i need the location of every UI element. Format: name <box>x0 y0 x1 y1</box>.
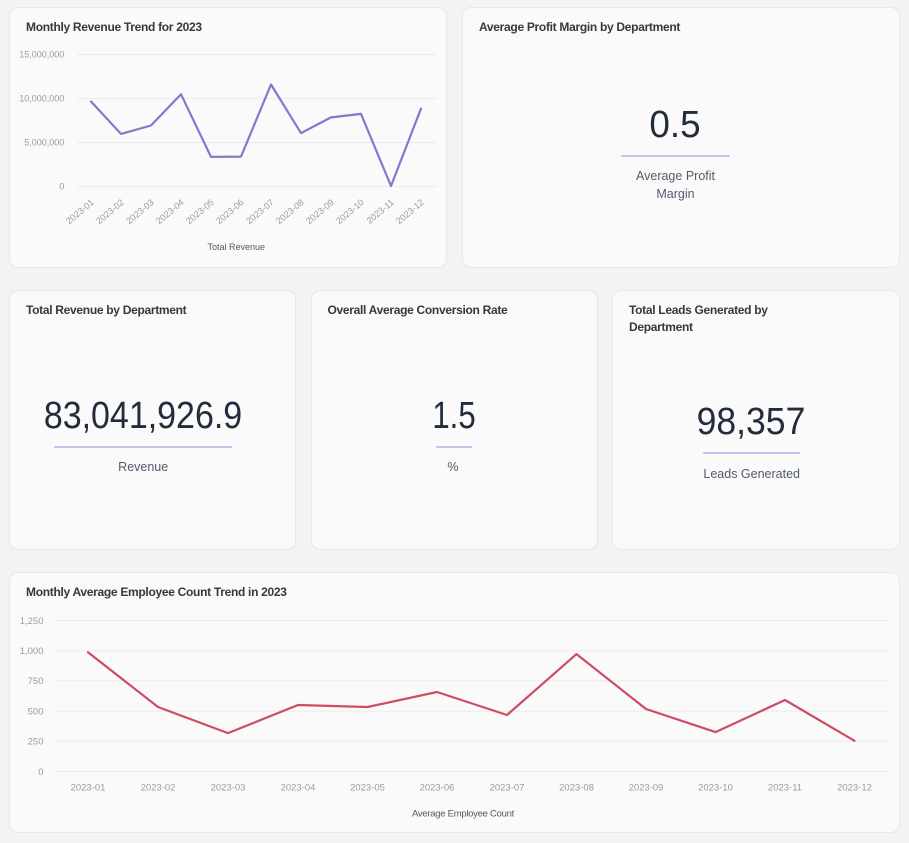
svg-text:Total Revenue: Total Revenue <box>208 242 266 252</box>
svg-text:2023-06: 2023-06 <box>214 197 246 226</box>
svg-text:5,000,000: 5,000,000 <box>24 138 64 148</box>
svg-text:2023-08: 2023-08 <box>559 783 594 794</box>
svg-text:1,000: 1,000 <box>20 646 44 657</box>
svg-text:15,000,000: 15,000,000 <box>19 50 64 60</box>
svg-text:2023-01: 2023-01 <box>64 197 96 226</box>
svg-text:500: 500 <box>28 706 44 717</box>
svg-text:Average Employee Count: Average Employee Count <box>412 809 515 820</box>
svg-text:2023-09: 2023-09 <box>629 783 664 794</box>
svg-text:2023-05: 2023-05 <box>184 197 216 226</box>
svg-text:2023-02: 2023-02 <box>94 197 126 226</box>
svg-text:2023-03: 2023-03 <box>211 783 246 794</box>
svg-text:2023-06: 2023-06 <box>420 783 455 794</box>
svg-text:2023-11: 2023-11 <box>365 197 396 225</box>
svg-text:2023-12: 2023-12 <box>394 197 426 226</box>
svg-text:2023-01: 2023-01 <box>71 783 106 794</box>
svg-text:2023-09: 2023-09 <box>304 197 336 226</box>
svg-text:2023-07: 2023-07 <box>490 783 525 794</box>
svg-text:2023-08: 2023-08 <box>274 197 306 226</box>
svg-text:2023-04: 2023-04 <box>154 197 186 226</box>
svg-text:0: 0 <box>38 767 43 778</box>
svg-text:2023-04: 2023-04 <box>281 783 316 794</box>
svg-text:2023-07: 2023-07 <box>244 197 276 226</box>
svg-text:2023-12: 2023-12 <box>837 783 872 794</box>
svg-text:2023-02: 2023-02 <box>141 783 176 794</box>
svg-text:2023-10: 2023-10 <box>334 197 366 226</box>
svg-text:750: 750 <box>28 676 44 687</box>
svg-text:2023-03: 2023-03 <box>124 197 156 226</box>
svg-text:250: 250 <box>28 737 44 748</box>
svg-text:2023-10: 2023-10 <box>698 783 733 794</box>
svg-text:1,250: 1,250 <box>20 616 44 627</box>
svg-text:2023-11: 2023-11 <box>768 783 802 794</box>
svg-text:10,000,000: 10,000,000 <box>19 94 64 104</box>
svg-text:0: 0 <box>59 182 64 192</box>
svg-text:2023-05: 2023-05 <box>350 783 385 794</box>
